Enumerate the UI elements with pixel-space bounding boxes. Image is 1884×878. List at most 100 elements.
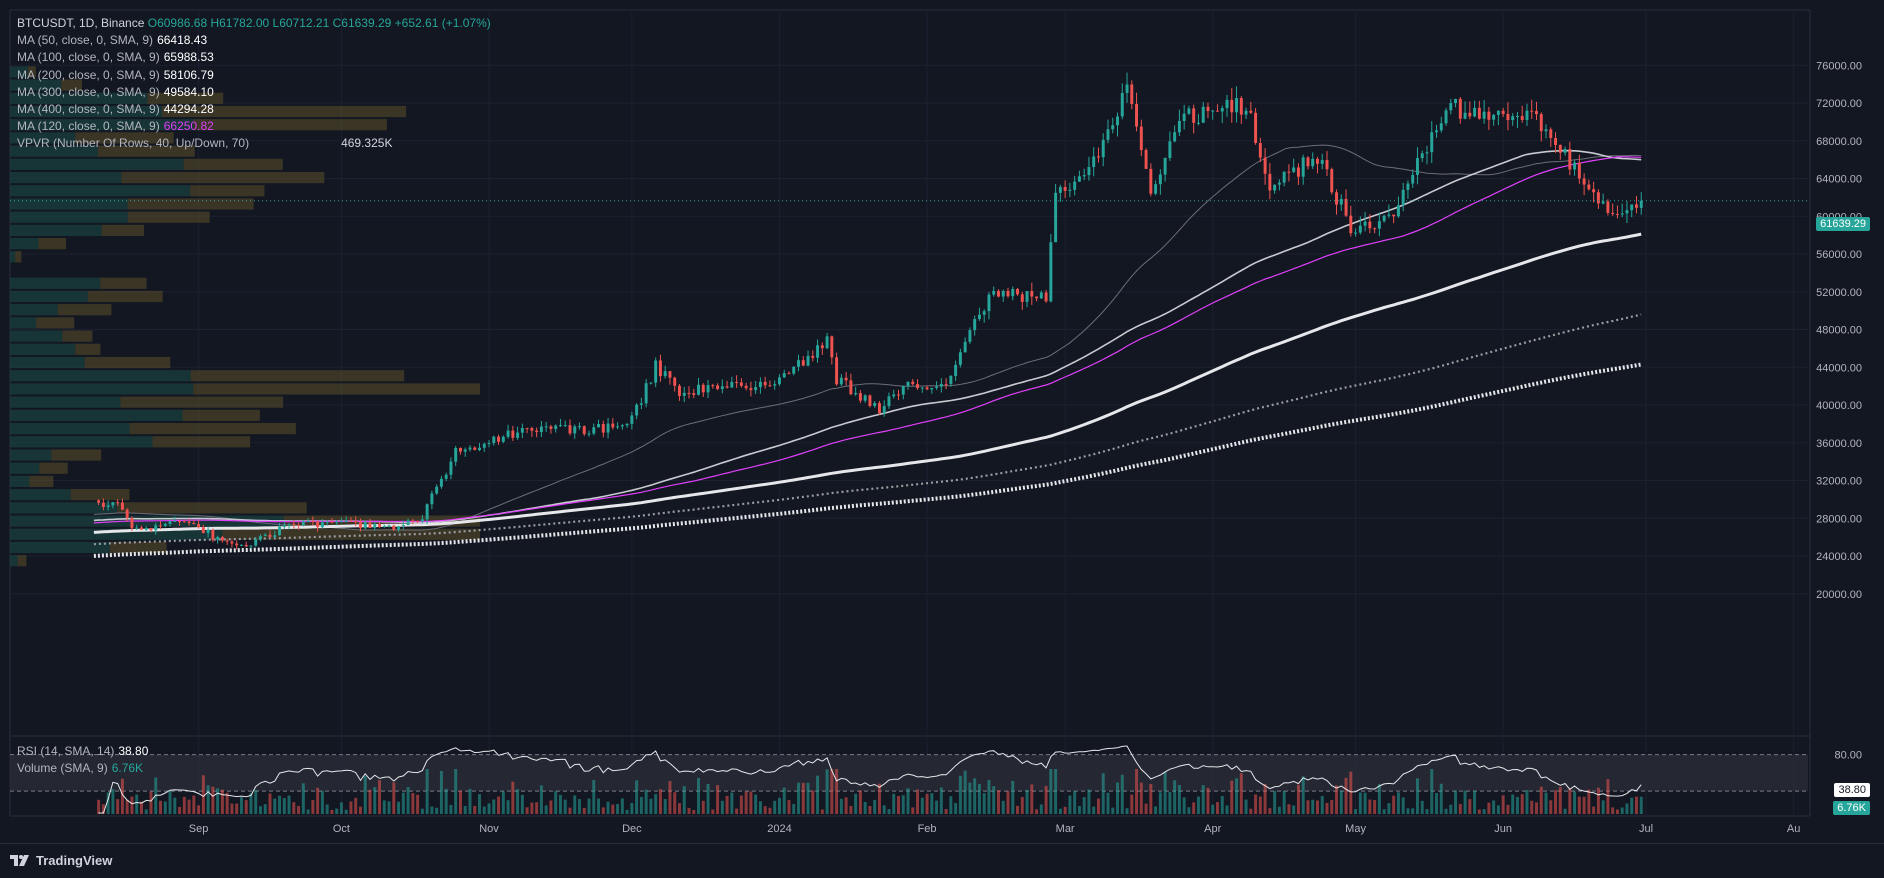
indicator-vpvr[interactable]: VPVR (Number Of Rows, 40, Up/Down, 70) 46…	[17, 135, 491, 152]
candle-body	[1420, 153, 1424, 159]
volume-bar	[663, 799, 667, 814]
price-axis[interactable]: 20000.00 24000.00 28000.00 32000.00 36000.00…	[1816, 60, 1862, 761]
volume-bar	[587, 798, 591, 814]
candle-body	[1611, 212, 1615, 215]
volume-bar	[1120, 774, 1124, 814]
candle-body	[192, 522, 196, 524]
volume-bar	[1430, 769, 1434, 814]
candle-body	[1501, 110, 1505, 114]
price-tick-label: 24000.00	[1816, 551, 1862, 563]
candle-body	[425, 504, 429, 520]
candle-body	[1396, 205, 1400, 217]
candle-body	[839, 377, 843, 385]
candle-body	[397, 526, 401, 530]
candle-body	[1444, 110, 1448, 124]
volume-bar	[416, 794, 420, 814]
volume-legend[interactable]: Volume (SMA, 9) 6.76K	[17, 761, 143, 775]
candle-body	[982, 311, 986, 315]
price-tick-label: 56000.00	[1816, 249, 1862, 261]
candle-body	[187, 521, 191, 523]
candle-body	[1306, 157, 1310, 167]
volume-bar	[1039, 804, 1043, 814]
volume-bar	[1639, 796, 1643, 814]
candle-body	[1044, 292, 1048, 302]
indicator-value: 44294.28	[163, 102, 214, 117]
vpvr-down-bar	[183, 158, 283, 170]
volume-bar	[792, 803, 796, 814]
vpvr-up-bar	[10, 330, 63, 342]
indicator-value: 66250.82	[163, 119, 214, 134]
candle-body	[620, 425, 624, 427]
candle-body	[1192, 108, 1196, 123]
candle-body	[554, 425, 558, 429]
symbol-ohlc-row: BTCUSDT, 1D, Binance O60986.68 H61782.00…	[17, 15, 491, 32]
volume-bar	[920, 797, 924, 814]
indicator-ma200[interactable]: MA (200, close, 0, SMA, 9) 58106.79	[17, 67, 491, 84]
indicator-ma50[interactable]: MA (50, close, 0, SMA, 9) 66418.43	[17, 32, 491, 49]
footer-bar: TradingView	[0, 843, 1884, 878]
vpvr-down-bar	[51, 449, 102, 461]
candle-body	[211, 529, 215, 540]
candle-body	[606, 423, 610, 433]
candle-body	[968, 330, 972, 342]
candle-body	[1154, 184, 1158, 194]
volume-bar	[901, 795, 905, 814]
volume-bar	[939, 787, 943, 814]
indicator-ma400[interactable]: MA (400, close, 0, SMA, 9) 44294.28	[17, 101, 491, 118]
volume-bar	[1363, 792, 1367, 814]
volume-bar	[144, 809, 148, 814]
candle-body	[730, 381, 734, 388]
candle-body	[1001, 290, 1005, 297]
candle-body	[1339, 198, 1343, 205]
vpvr-down-bar	[70, 489, 130, 501]
volume-bar	[625, 809, 629, 814]
candle-body	[1468, 112, 1472, 117]
candle-body	[830, 336, 834, 358]
candle-body	[1401, 189, 1405, 206]
volume-bar	[1306, 800, 1310, 814]
time-axis[interactable]: Sep Oct Nov Dec 2024 Feb Mar Apr May Jun Jul Au	[189, 823, 1801, 835]
volume-bar	[958, 775, 962, 814]
candle-body	[1235, 98, 1239, 113]
volume-bar	[882, 805, 886, 814]
volume-bar	[1439, 783, 1443, 814]
candle-body	[1392, 214, 1396, 217]
low-value: L60712.21	[272, 16, 330, 30]
indicator-ma100[interactable]: MA (100, close, 0, SMA, 9) 65988.53	[17, 49, 491, 66]
indicator-ma120[interactable]: MA (120, close, 0, SMA, 9) 66250.82	[17, 118, 491, 135]
candle-body	[1535, 110, 1538, 115]
volume-bar	[1606, 779, 1610, 814]
volume-bar	[1282, 790, 1286, 814]
volume-bar	[1092, 806, 1096, 814]
tradingview-brand[interactable]: TradingView	[10, 853, 112, 868]
candle-body	[244, 544, 248, 547]
volume-bar	[1468, 799, 1472, 814]
candle-body	[1220, 108, 1224, 112]
volume-bar	[1487, 802, 1491, 814]
volume-bar	[130, 796, 134, 814]
candle-body	[897, 394, 900, 396]
volume-bar	[1192, 802, 1196, 814]
candle-body	[1544, 129, 1548, 132]
indicator-label: MA (100, close, 0, SMA, 9)	[17, 50, 160, 65]
candle-body	[392, 525, 396, 530]
volume-bar	[954, 803, 958, 814]
vpvr-down-bar	[190, 185, 265, 197]
price-tick-label: 32000.00	[1816, 476, 1862, 488]
volume-bar	[1073, 791, 1077, 814]
volume-bar	[492, 799, 496, 814]
rsi-legend[interactable]: RSI (14, SMA, 14) 38.80	[17, 744, 148, 758]
candle-body	[1573, 162, 1577, 170]
volume-bar	[554, 791, 558, 814]
candle-body	[616, 426, 620, 428]
candle-body	[473, 447, 477, 451]
symbol-label[interactable]: BTCUSDT, 1D, Binance	[17, 16, 145, 30]
candle-body	[1092, 156, 1096, 168]
volume-bar	[616, 804, 620, 814]
vpvr-up-bar	[10, 541, 110, 554]
volume-bar	[197, 805, 201, 814]
volume-bar	[720, 800, 724, 814]
indicator-ma300[interactable]: MA (300, close, 0, SMA, 9) 49584.10	[17, 84, 491, 101]
candle-body	[706, 385, 710, 393]
